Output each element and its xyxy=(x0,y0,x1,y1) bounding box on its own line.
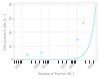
Point xyxy=(76,39,77,40)
X-axis label: Stanton of Stanton St[-]: Stanton of Stanton St[-] xyxy=(38,71,73,76)
Y-axis label: Critical stretch rate [s⁻¹]: Critical stretch rate [s⁻¹] xyxy=(4,13,8,50)
Point xyxy=(83,21,84,23)
Point xyxy=(26,53,28,54)
Point xyxy=(40,52,42,53)
